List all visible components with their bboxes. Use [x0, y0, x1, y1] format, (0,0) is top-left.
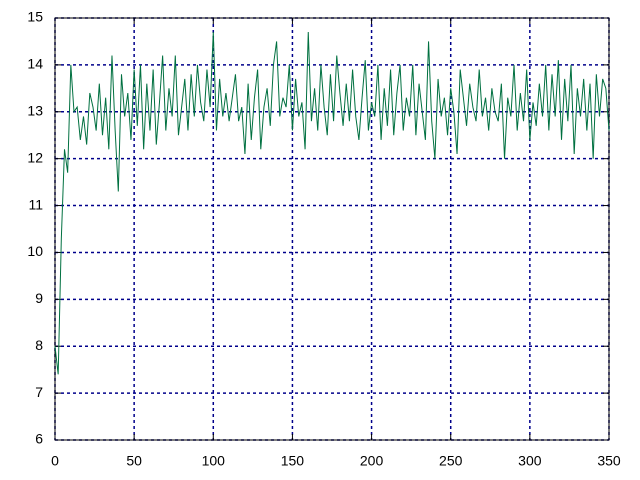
y-tick-label: 14	[27, 56, 43, 72]
x-tick-label: 250	[439, 453, 463, 469]
y-tick-label: 8	[35, 337, 43, 353]
y-tick-label: 15	[27, 9, 43, 25]
x-tick-label: 300	[518, 453, 542, 469]
y-tick-label: 9	[35, 290, 43, 306]
y-tick-label: 7	[35, 384, 43, 400]
x-tick-label: 0	[51, 453, 59, 469]
y-tick-label: 13	[27, 102, 43, 118]
data-line	[54, 32, 610, 375]
y-tick-label: 10	[27, 243, 43, 259]
x-tick-label: 100	[202, 453, 226, 469]
y-tick-label: 12	[27, 149, 43, 165]
y-tick-label: 11	[28, 196, 43, 212]
x-tick-label: 350	[597, 453, 621, 469]
y-tick-label: 6	[35, 431, 43, 447]
plot-frame	[54, 17, 610, 441]
x-tick-label: 200	[360, 453, 384, 469]
x-tick-label: 50	[126, 453, 142, 469]
x-tick-label: 150	[281, 453, 305, 469]
